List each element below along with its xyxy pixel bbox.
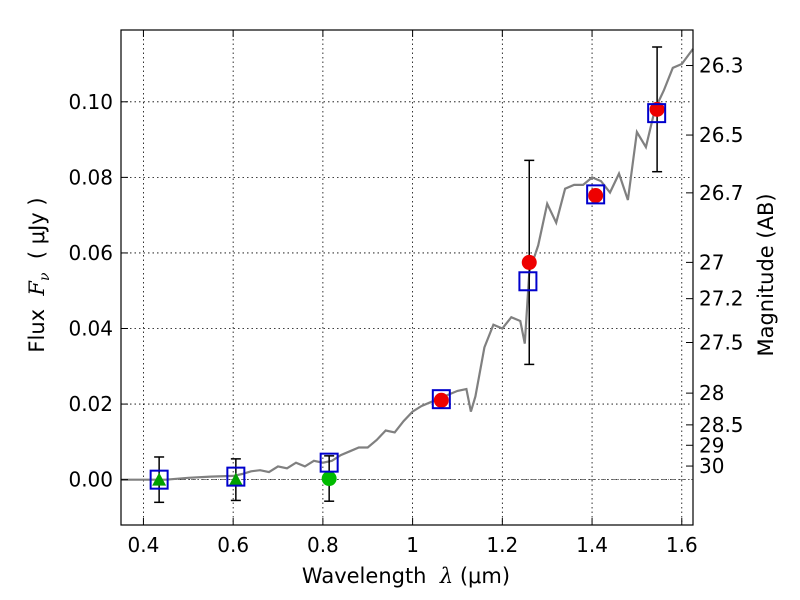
x-tick-label: 1.2 [486, 533, 518, 557]
magnitude-tick-label: 27 [699, 250, 724, 274]
y-tick-label: 0.04 [68, 317, 113, 341]
axis-ticks [121, 30, 693, 525]
magnitude-tick-label: 26.3 [699, 54, 744, 78]
y-tick-label: 0.02 [68, 392, 113, 416]
synthetic-photometry-square [149, 469, 169, 490]
x-tick-label: 0.8 [307, 533, 339, 557]
magnitude-tick-label: 28.5 [699, 413, 744, 437]
tick-labels: 0.4 0.6 0.8 1 1.2 1.4 1.6 0.00 0.02 0.04 0.06 0.08 0… [68, 54, 743, 557]
x-axis-title: Wavelength λ (μm) [302, 564, 510, 588]
x-tick-label: 0.6 [217, 533, 249, 557]
synthetic-photometry-square [586, 184, 606, 205]
nir-detection-marker [433, 392, 449, 408]
upper-limit-triangle-marker [228, 472, 243, 486]
magnitude-tick-label: 29 [699, 433, 724, 457]
error-bars [154, 46, 663, 504]
magnitude-tick-label: 26.7 [699, 181, 744, 205]
model-spectrum-line [121, 48, 694, 481]
optical-detection-marker [321, 471, 337, 487]
synthetic-photometry-squares [149, 103, 667, 490]
x-tick-label: 0.4 [128, 533, 160, 557]
plot-frame [120, 29, 694, 526]
y-tick-label: 0.00 [68, 468, 113, 492]
upper-limit-triangle-marker [152, 472, 167, 486]
synthetic-photometry-square [518, 271, 538, 292]
nir-detection-marker [588, 188, 604, 204]
synthetic-photometry-square [431, 389, 451, 410]
grid-lines [121, 30, 693, 525]
x-tick-label: 1 [406, 533, 419, 557]
synthetic-photometry-square [647, 103, 667, 124]
y-tick-label: 0.06 [68, 241, 113, 265]
data-markers [152, 101, 665, 487]
synthetic-photometry-square [319, 452, 339, 473]
x-tick-label: 1.6 [666, 533, 698, 557]
magnitude-tick-label: 26.5 [699, 123, 744, 147]
magnitude-tick-label: 28 [699, 381, 724, 405]
y-axis-title: Flux Fν ( μJy ) [25, 197, 53, 352]
nir-detection-marker [649, 101, 665, 117]
synthetic-photometry-square [226, 466, 246, 487]
magnitude-tick-label: 27.2 [699, 287, 744, 311]
nir-detection-marker [521, 254, 537, 270]
magnitude-tick-label: 27.5 [699, 330, 744, 354]
y-tick-label: 0.08 [68, 165, 113, 189]
x-tick-label: 1.4 [576, 533, 608, 557]
y-tick-label: 0.10 [68, 90, 113, 114]
y2-axis-title: Magnitude (AB) [754, 193, 778, 356]
magnitude-tick-label: 30 [699, 454, 724, 478]
